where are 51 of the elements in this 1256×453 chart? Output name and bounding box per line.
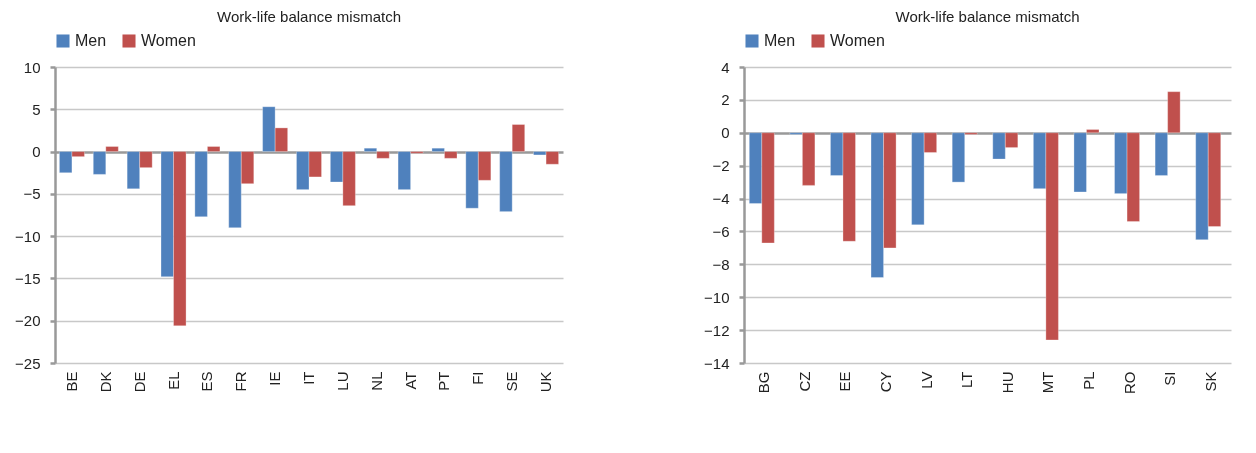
x-tick-label: HU [998,371,1016,394]
x-tick-label: IE [266,371,284,386]
x-tick-label: RO [1120,371,1138,394]
x-tick-label: EE [836,371,854,392]
x-tick-label: BE [62,371,80,392]
y-tick-label: −6 [712,222,730,240]
x-tick-label: LT [958,371,976,388]
y-tick-label: 0 [32,143,41,161]
y-tick-label: 5 [32,100,41,118]
chart-title: Work-life balance mismatch [217,8,401,25]
y-tick-label: −8 [712,255,730,273]
y-tick-label: 2 [721,91,730,109]
x-tick-label: BG [755,371,773,394]
x-tick-label: DK [96,371,114,393]
x-tick-label: LU [333,371,351,391]
y-tick-label: −20 [15,312,41,330]
y-tick-label: −12 [704,321,730,339]
x-tick-label: DE [130,371,148,393]
x-tick-label: NL [367,371,385,391]
y-tick-label: 10 [23,58,41,76]
x-tick-label: SI [1161,371,1179,386]
y-tick-label: −14 [704,354,730,372]
y-tick-label: −4 [712,190,730,208]
x-tick-label: IT [300,371,317,385]
x-tick-label: AT [401,371,419,390]
x-tick-label: FR [232,371,250,392]
legend-label: Men [75,32,107,49]
chart-title: Work-life balance mismatch [895,8,1080,25]
x-tick-label: SE [503,371,521,392]
x-tick-label: CY [877,371,895,393]
y-tick-label: −10 [15,227,41,245]
x-tick-label: FI [469,371,487,385]
y-tick-label: −25 [15,354,41,372]
y-tick-label: −15 [15,269,41,287]
y-tick-label: 4 [721,58,730,76]
x-tick-label: SK [1201,371,1219,392]
y-tick-label: −10 [704,288,730,306]
x-tick-label: PL [1079,371,1097,390]
y-tick-label: −5 [23,185,41,203]
y-tick-label: 0 [721,124,730,142]
x-tick-label: MT [1039,371,1057,394]
y-tick-label: −2 [712,157,730,175]
legend-label: Women [830,32,885,49]
legend-label: Women [141,32,196,49]
x-tick-label: UK [537,371,555,393]
legend-label: Men [764,32,796,49]
x-tick-label: LV [917,371,935,389]
x-tick-label: EL [164,371,182,390]
x-tick-label: PT [435,371,453,391]
x-tick-label: ES [198,371,216,392]
x-tick-label: CZ [795,371,813,392]
